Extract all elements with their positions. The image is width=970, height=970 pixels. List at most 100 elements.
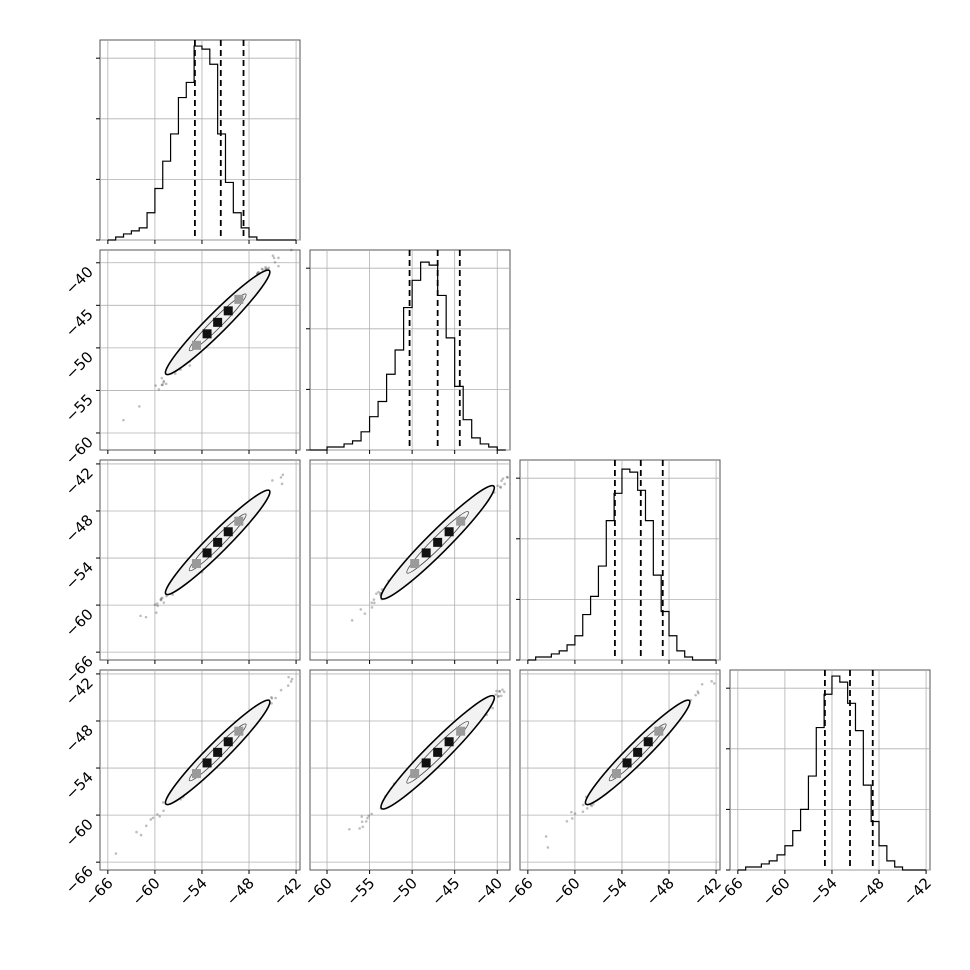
scatter-point bbox=[144, 824, 148, 828]
xtick-label-3-4: −42 bbox=[900, 874, 935, 909]
scatter-point bbox=[267, 266, 271, 270]
density-core-block bbox=[213, 537, 223, 547]
scatter-point bbox=[501, 477, 505, 480]
scatter-point bbox=[151, 816, 155, 820]
scatter-point bbox=[271, 479, 274, 482]
scatter-point bbox=[498, 690, 501, 693]
scatter-point bbox=[270, 702, 273, 705]
ytick-label-1-1: −55 bbox=[62, 391, 97, 426]
scatter-point bbox=[710, 679, 713, 683]
scatter-point bbox=[161, 801, 165, 804]
scatter-point bbox=[496, 484, 499, 488]
scatter-point bbox=[506, 476, 510, 479]
density-core-block bbox=[202, 548, 212, 558]
xtick-label-0-1: −60 bbox=[129, 874, 164, 909]
scatter-point bbox=[273, 260, 277, 264]
scatter-point bbox=[261, 268, 265, 271]
scatter-point bbox=[350, 619, 354, 622]
scatter-point bbox=[370, 601, 374, 604]
xtick-label-3-1: −60 bbox=[759, 874, 794, 909]
scatter-point bbox=[160, 596, 164, 600]
scatter-point bbox=[372, 598, 376, 601]
scatter-point bbox=[544, 835, 548, 838]
scatter-point bbox=[160, 383, 164, 387]
scatter-point bbox=[359, 608, 363, 611]
density-core-block bbox=[433, 537, 443, 547]
scatter-point bbox=[290, 677, 294, 681]
scatter-point bbox=[700, 682, 704, 686]
scatter-point bbox=[570, 810, 573, 814]
density-core-block bbox=[654, 726, 664, 736]
ytick-label-3-3: −48 bbox=[62, 721, 97, 756]
scatter-point bbox=[370, 812, 373, 816]
xtick-label-1-3: −45 bbox=[428, 874, 463, 909]
scatter-point bbox=[264, 265, 267, 269]
xtick-label-1-1: −55 bbox=[343, 874, 378, 909]
density-core-block bbox=[444, 737, 454, 747]
scatter-point bbox=[491, 706, 494, 710]
scatter-point bbox=[165, 594, 168, 598]
scatter-point bbox=[277, 256, 280, 260]
density-core-block bbox=[622, 758, 632, 768]
density-core-block bbox=[456, 516, 466, 526]
scatter-point bbox=[505, 475, 509, 479]
xtick-label-1-2: −50 bbox=[386, 874, 421, 909]
density-core-block bbox=[234, 726, 244, 736]
histogram-step-3 bbox=[737, 675, 927, 871]
ytick-label-2-1: −60 bbox=[62, 605, 97, 640]
scatter-point bbox=[366, 816, 369, 820]
scatter-point bbox=[363, 612, 367, 615]
density-core-block bbox=[191, 769, 201, 779]
scatter-point bbox=[159, 598, 163, 601]
scatter-point bbox=[498, 689, 501, 693]
scatter-point bbox=[360, 815, 364, 818]
scatter-point bbox=[114, 852, 118, 855]
scatter-point bbox=[495, 689, 498, 693]
density-core-block bbox=[421, 758, 431, 768]
scatter-point bbox=[501, 688, 504, 691]
scatter-point bbox=[364, 820, 368, 823]
scatter-point bbox=[156, 604, 159, 608]
ytick-label-2-3: −48 bbox=[62, 511, 97, 546]
scatter-point bbox=[287, 675, 290, 679]
scatter-point bbox=[697, 691, 700, 695]
scatter-point bbox=[573, 812, 577, 815]
ytick-label-2-4: −42 bbox=[62, 464, 97, 499]
xtick-label-2-0: −66 bbox=[502, 874, 537, 909]
xtick-label-2-3: −48 bbox=[643, 874, 678, 909]
density-core-block bbox=[410, 559, 420, 569]
xtick-label-1-4: −40 bbox=[471, 874, 506, 909]
scatter-point bbox=[500, 479, 503, 483]
scatter-point bbox=[144, 615, 148, 619]
scatter-point bbox=[173, 372, 177, 375]
ytick-label-1-0: −60 bbox=[62, 433, 97, 468]
scatter-point bbox=[289, 680, 293, 683]
scatter-point bbox=[155, 611, 158, 614]
scatter-point bbox=[694, 693, 697, 697]
scatter-point bbox=[270, 696, 274, 700]
ytick-label-3-2: −54 bbox=[62, 768, 97, 803]
scatter-point bbox=[361, 825, 365, 829]
scatter-point bbox=[496, 695, 500, 698]
scatter-point bbox=[122, 418, 125, 422]
histogram-step-2 bbox=[527, 468, 717, 661]
scatter-point bbox=[546, 846, 550, 849]
scatter-point bbox=[162, 809, 165, 813]
scatter-point bbox=[162, 601, 166, 604]
scatter-point bbox=[161, 383, 164, 387]
density-core-block bbox=[234, 516, 244, 526]
scatter-point bbox=[138, 405, 141, 408]
xtick-label-3-2: −54 bbox=[806, 874, 841, 909]
histogram-step-1 bbox=[310, 261, 506, 451]
scatter-point bbox=[188, 364, 192, 367]
xtick-label-0-3: −48 bbox=[223, 874, 258, 909]
scatter-point bbox=[274, 696, 277, 700]
density-core-block bbox=[213, 747, 223, 757]
density-core-block bbox=[234, 294, 244, 304]
scatter-point bbox=[260, 267, 264, 271]
density-core-block bbox=[223, 306, 233, 316]
scatter-point bbox=[279, 476, 283, 479]
scatter-point bbox=[377, 590, 380, 594]
ytick-label-1-4: −40 bbox=[62, 263, 97, 298]
